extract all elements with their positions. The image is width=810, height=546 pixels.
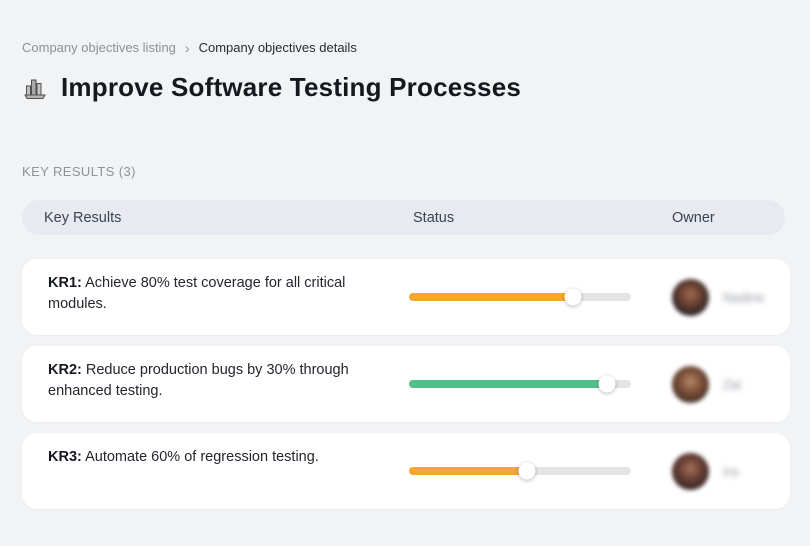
kr-text: Automate 60% of regression testing. [85, 449, 319, 465]
kr-label: KR1: [48, 275, 82, 291]
progress-knob[interactable] [564, 288, 582, 306]
chevron-right-icon: › [184, 39, 190, 56]
kr-label: KR2: [48, 362, 82, 378]
status-cell [409, 259, 631, 335]
kr-text: Achieve 80% test coverage for all critic… [48, 275, 346, 312]
progress-knob[interactable] [598, 375, 616, 393]
breadcrumb-current: Company objectives details [198, 40, 357, 55]
kr-description: KR1: Achieve 80% test coverage for all c… [22, 259, 409, 335]
owner-avatar [672, 452, 709, 490]
key-results-list: KR1: Achieve 80% test coverage for all c… [22, 259, 790, 509]
key-result-row-kr3[interactable]: KR3: Automate 60% of regression testing.… [22, 433, 790, 509]
breadcrumb: Company objectives listing › Company obj… [22, 40, 788, 55]
progress-fill [409, 293, 574, 301]
kr-description: KR2: Reduce production bugs by 30% throu… [22, 346, 409, 422]
progress-fill [409, 380, 607, 388]
progress-slider[interactable] [409, 288, 631, 306]
status-cell [409, 433, 631, 509]
column-header-status: Status [413, 209, 455, 226]
key-result-row-kr2[interactable]: KR2: Reduce production bugs by 30% throu… [22, 346, 790, 422]
owner-avatar [672, 365, 709, 403]
owner-name: Nadine [723, 289, 765, 305]
owner-avatar [672, 278, 709, 316]
kr-description: KR3: Automate 60% of regression testing. [22, 433, 409, 509]
progress-fill [409, 467, 527, 475]
kr-text: Reduce production bugs by 30% through en… [48, 362, 349, 399]
column-header-key-results: Key Results [44, 209, 122, 226]
objective-details-page: Company objectives listing › Company obj… [22, 40, 790, 509]
bar-chart-building-icon [22, 75, 48, 101]
owner-name: Zai [723, 376, 742, 392]
kr-label: KR3: [48, 449, 82, 465]
page-title: Improve Software Testing Processes [61, 72, 522, 102]
key-results-section-label: KEY RESULTS (3) [22, 164, 136, 179]
progress-knob[interactable] [518, 462, 536, 480]
owner-cell: Ira [631, 433, 790, 509]
column-header-owner: Owner [672, 209, 715, 226]
table-header-row: Key Results Status Owner [22, 200, 785, 235]
breadcrumb-listing-link[interactable]: Company objectives listing [22, 40, 176, 55]
progress-slider[interactable] [409, 375, 631, 393]
key-result-row-kr1[interactable]: KR1: Achieve 80% test coverage for all c… [22, 259, 790, 335]
title-row: Improve Software Testing Processes [22, 72, 788, 103]
progress-slider[interactable] [409, 462, 631, 480]
owner-name: Ira [723, 463, 739, 479]
owner-cell: Zai [631, 346, 790, 422]
owner-cell: Nadine [631, 259, 790, 335]
status-cell [409, 346, 631, 422]
